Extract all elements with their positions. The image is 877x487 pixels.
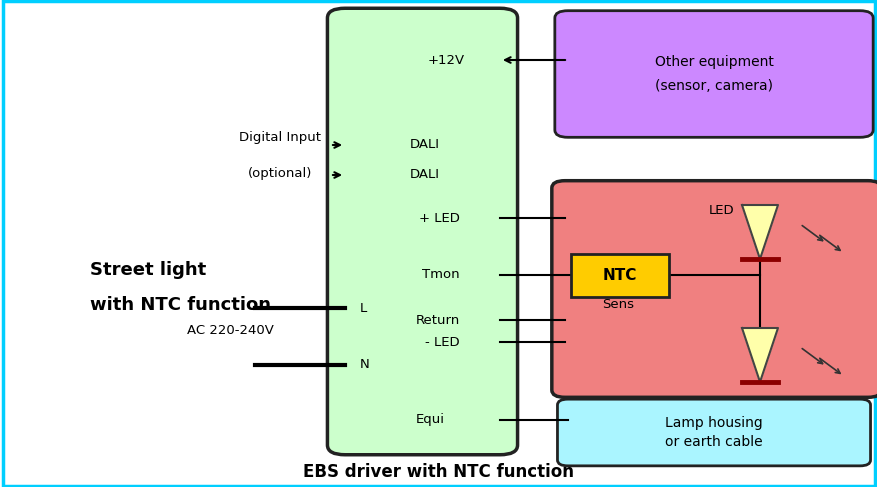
FancyBboxPatch shape: [327, 8, 517, 455]
Text: - LED: - LED: [424, 336, 460, 349]
FancyBboxPatch shape: [570, 254, 668, 298]
FancyBboxPatch shape: [552, 181, 877, 397]
Text: + LED: + LED: [418, 211, 460, 225]
Text: Tmon: Tmon: [422, 268, 460, 281]
Text: Return: Return: [416, 314, 460, 326]
Text: AC 220-240V: AC 220-240V: [186, 323, 273, 337]
Polygon shape: [741, 205, 777, 259]
Text: DALI: DALI: [410, 169, 439, 182]
Text: L: L: [360, 301, 367, 315]
Text: Lamp housing: Lamp housing: [665, 416, 762, 430]
Text: NTC: NTC: [602, 268, 637, 283]
Text: or earth cable: or earth cable: [665, 435, 762, 449]
FancyBboxPatch shape: [557, 399, 869, 466]
Polygon shape: [741, 328, 777, 382]
Text: Other equipment: Other equipment: [654, 55, 773, 69]
Text: with NTC function: with NTC function: [90, 296, 271, 314]
Text: Street light: Street light: [90, 261, 206, 279]
Text: N: N: [360, 358, 369, 372]
Text: Sens: Sens: [602, 299, 633, 312]
Text: LED: LED: [709, 204, 734, 217]
Text: Digital Input: Digital Input: [239, 131, 321, 145]
Text: +12V: +12V: [427, 54, 465, 67]
Text: DALI: DALI: [410, 138, 439, 151]
FancyBboxPatch shape: [3, 1, 874, 486]
FancyBboxPatch shape: [554, 11, 872, 137]
Text: EBS driver with NTC function: EBS driver with NTC function: [303, 463, 574, 481]
Text: (optional): (optional): [247, 167, 312, 180]
Text: Equi: Equi: [415, 413, 444, 427]
Text: (sensor, camera): (sensor, camera): [654, 79, 772, 93]
